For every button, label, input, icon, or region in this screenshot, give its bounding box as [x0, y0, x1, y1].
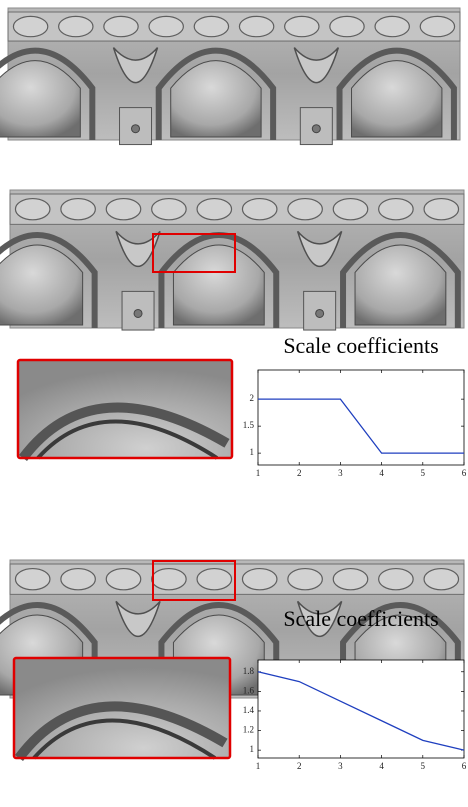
x-tick-label: 1 [256, 761, 261, 771]
relief-oval [59, 16, 93, 36]
relief-oval [330, 16, 364, 36]
relief-oval [194, 16, 228, 36]
relief-oval [15, 569, 50, 590]
y-tick-label: 1 [250, 447, 255, 457]
chart-title: Scale coefficients [283, 333, 438, 358]
y-tick-label: 1.2 [243, 725, 254, 735]
relief-oval [152, 199, 187, 220]
relief-oval [197, 199, 232, 220]
relief-oval [15, 199, 50, 220]
x-tick-label: 3 [338, 468, 343, 478]
y-tick-label: 1 [250, 744, 255, 754]
relief-oval [379, 199, 414, 220]
y-tick-label: 1.8 [243, 666, 255, 676]
relief-dot [134, 309, 142, 317]
x-tick-label: 1 [256, 468, 261, 478]
relief-oval [285, 16, 319, 36]
x-tick-label: 6 [462, 761, 467, 771]
x-tick-label: 2 [297, 761, 302, 771]
relief-oval [152, 569, 187, 590]
y-tick-label: 1.4 [243, 705, 255, 715]
relief-oval [379, 569, 414, 590]
relief-oval [61, 199, 96, 220]
relief-oval [242, 199, 277, 220]
relief-oval [13, 16, 47, 36]
line-chart: Scale coefficients 1 1.5 2 1 2 3 4 5 6 [243, 333, 467, 478]
x-tick-label: 2 [297, 468, 302, 478]
x-tick-label: 5 [421, 468, 426, 478]
plot-frame [258, 370, 464, 465]
relief-oval [424, 199, 459, 220]
relief-oval [106, 199, 141, 220]
relief-oval [149, 16, 183, 36]
relief-oval [375, 16, 409, 36]
y-tick-label: 1.6 [243, 685, 255, 695]
relief-oval [424, 569, 459, 590]
relief-oval [197, 569, 232, 590]
relief-render [0, 8, 460, 145]
x-tick-label: 5 [421, 761, 426, 771]
page: {"chart_data": [ {"type": "line", "title… [0, 0, 468, 802]
relief-oval [239, 16, 273, 36]
chart-title: Scale coefficients [283, 606, 438, 631]
relief-oval [420, 16, 454, 36]
x-tick-label: 6 [462, 468, 467, 478]
relief-dot [132, 125, 140, 133]
x-tick-label: 4 [379, 468, 384, 478]
relief-oval [242, 569, 277, 590]
relief-oval [288, 199, 323, 220]
relief-oval [333, 199, 368, 220]
relief-render [0, 190, 464, 330]
relief-dot [316, 309, 324, 317]
y-tick-label: 1.5 [243, 420, 255, 430]
relief-oval [333, 569, 368, 590]
figure: Scale coefficients11.52123456Scale coeff… [0, 0, 468, 802]
relief-oval [288, 569, 323, 590]
x-tick-label: 3 [338, 761, 343, 771]
relief-oval [106, 569, 141, 590]
y-tick-label: 2 [250, 393, 255, 403]
relief-dot [312, 125, 320, 133]
relief-oval [104, 16, 138, 36]
relief-oval [61, 569, 96, 590]
x-tick-label: 4 [379, 761, 384, 771]
